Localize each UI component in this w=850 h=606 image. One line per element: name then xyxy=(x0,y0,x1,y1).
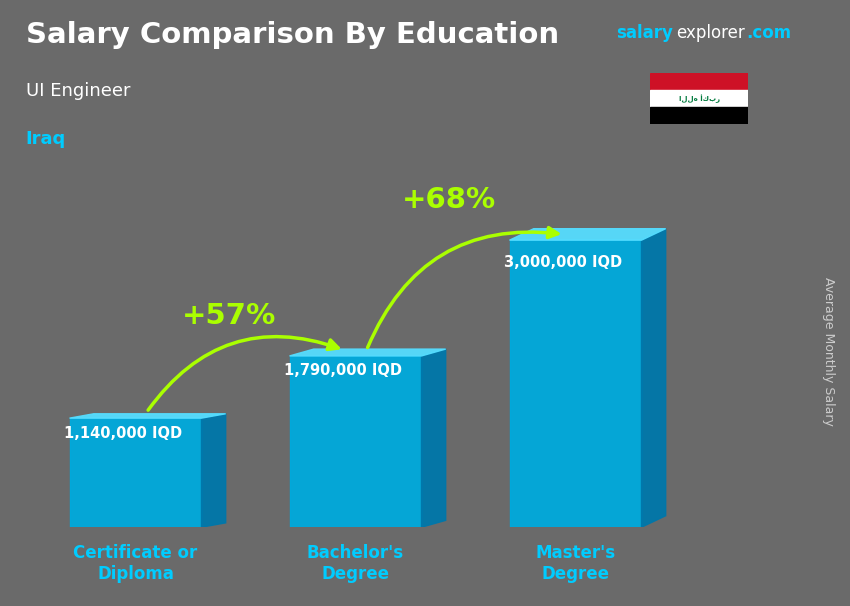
Text: Average Monthly Salary: Average Monthly Salary xyxy=(822,277,836,426)
Text: الله أكبر: الله أكبر xyxy=(678,94,720,103)
Text: Master's
Degree: Master's Degree xyxy=(536,544,615,583)
Polygon shape xyxy=(201,414,226,527)
Text: Bachelor's
Degree: Bachelor's Degree xyxy=(307,544,404,583)
Polygon shape xyxy=(70,414,226,418)
Text: UI Engineer: UI Engineer xyxy=(26,82,130,100)
Polygon shape xyxy=(642,228,666,527)
Text: 1,140,000 IQD: 1,140,000 IQD xyxy=(64,426,182,441)
Polygon shape xyxy=(290,349,445,356)
Bar xyxy=(650,90,748,107)
Text: Iraq: Iraq xyxy=(26,130,65,148)
Text: +57%: +57% xyxy=(182,302,276,330)
Text: explorer: explorer xyxy=(676,24,745,42)
Bar xyxy=(290,356,422,527)
Text: +68%: +68% xyxy=(402,186,496,214)
Polygon shape xyxy=(509,228,666,240)
Bar xyxy=(650,107,748,124)
Text: Salary Comparison By Education: Salary Comparison By Education xyxy=(26,21,558,49)
Text: Certificate or
Diploma: Certificate or Diploma xyxy=(73,544,197,583)
Text: salary: salary xyxy=(616,24,673,42)
Polygon shape xyxy=(422,349,445,527)
Bar xyxy=(70,418,201,527)
Bar xyxy=(509,240,642,527)
Text: 1,790,000 IQD: 1,790,000 IQD xyxy=(284,363,402,378)
Text: 3,000,000 IQD: 3,000,000 IQD xyxy=(504,255,622,270)
Bar xyxy=(650,73,748,90)
Text: .com: .com xyxy=(746,24,791,42)
